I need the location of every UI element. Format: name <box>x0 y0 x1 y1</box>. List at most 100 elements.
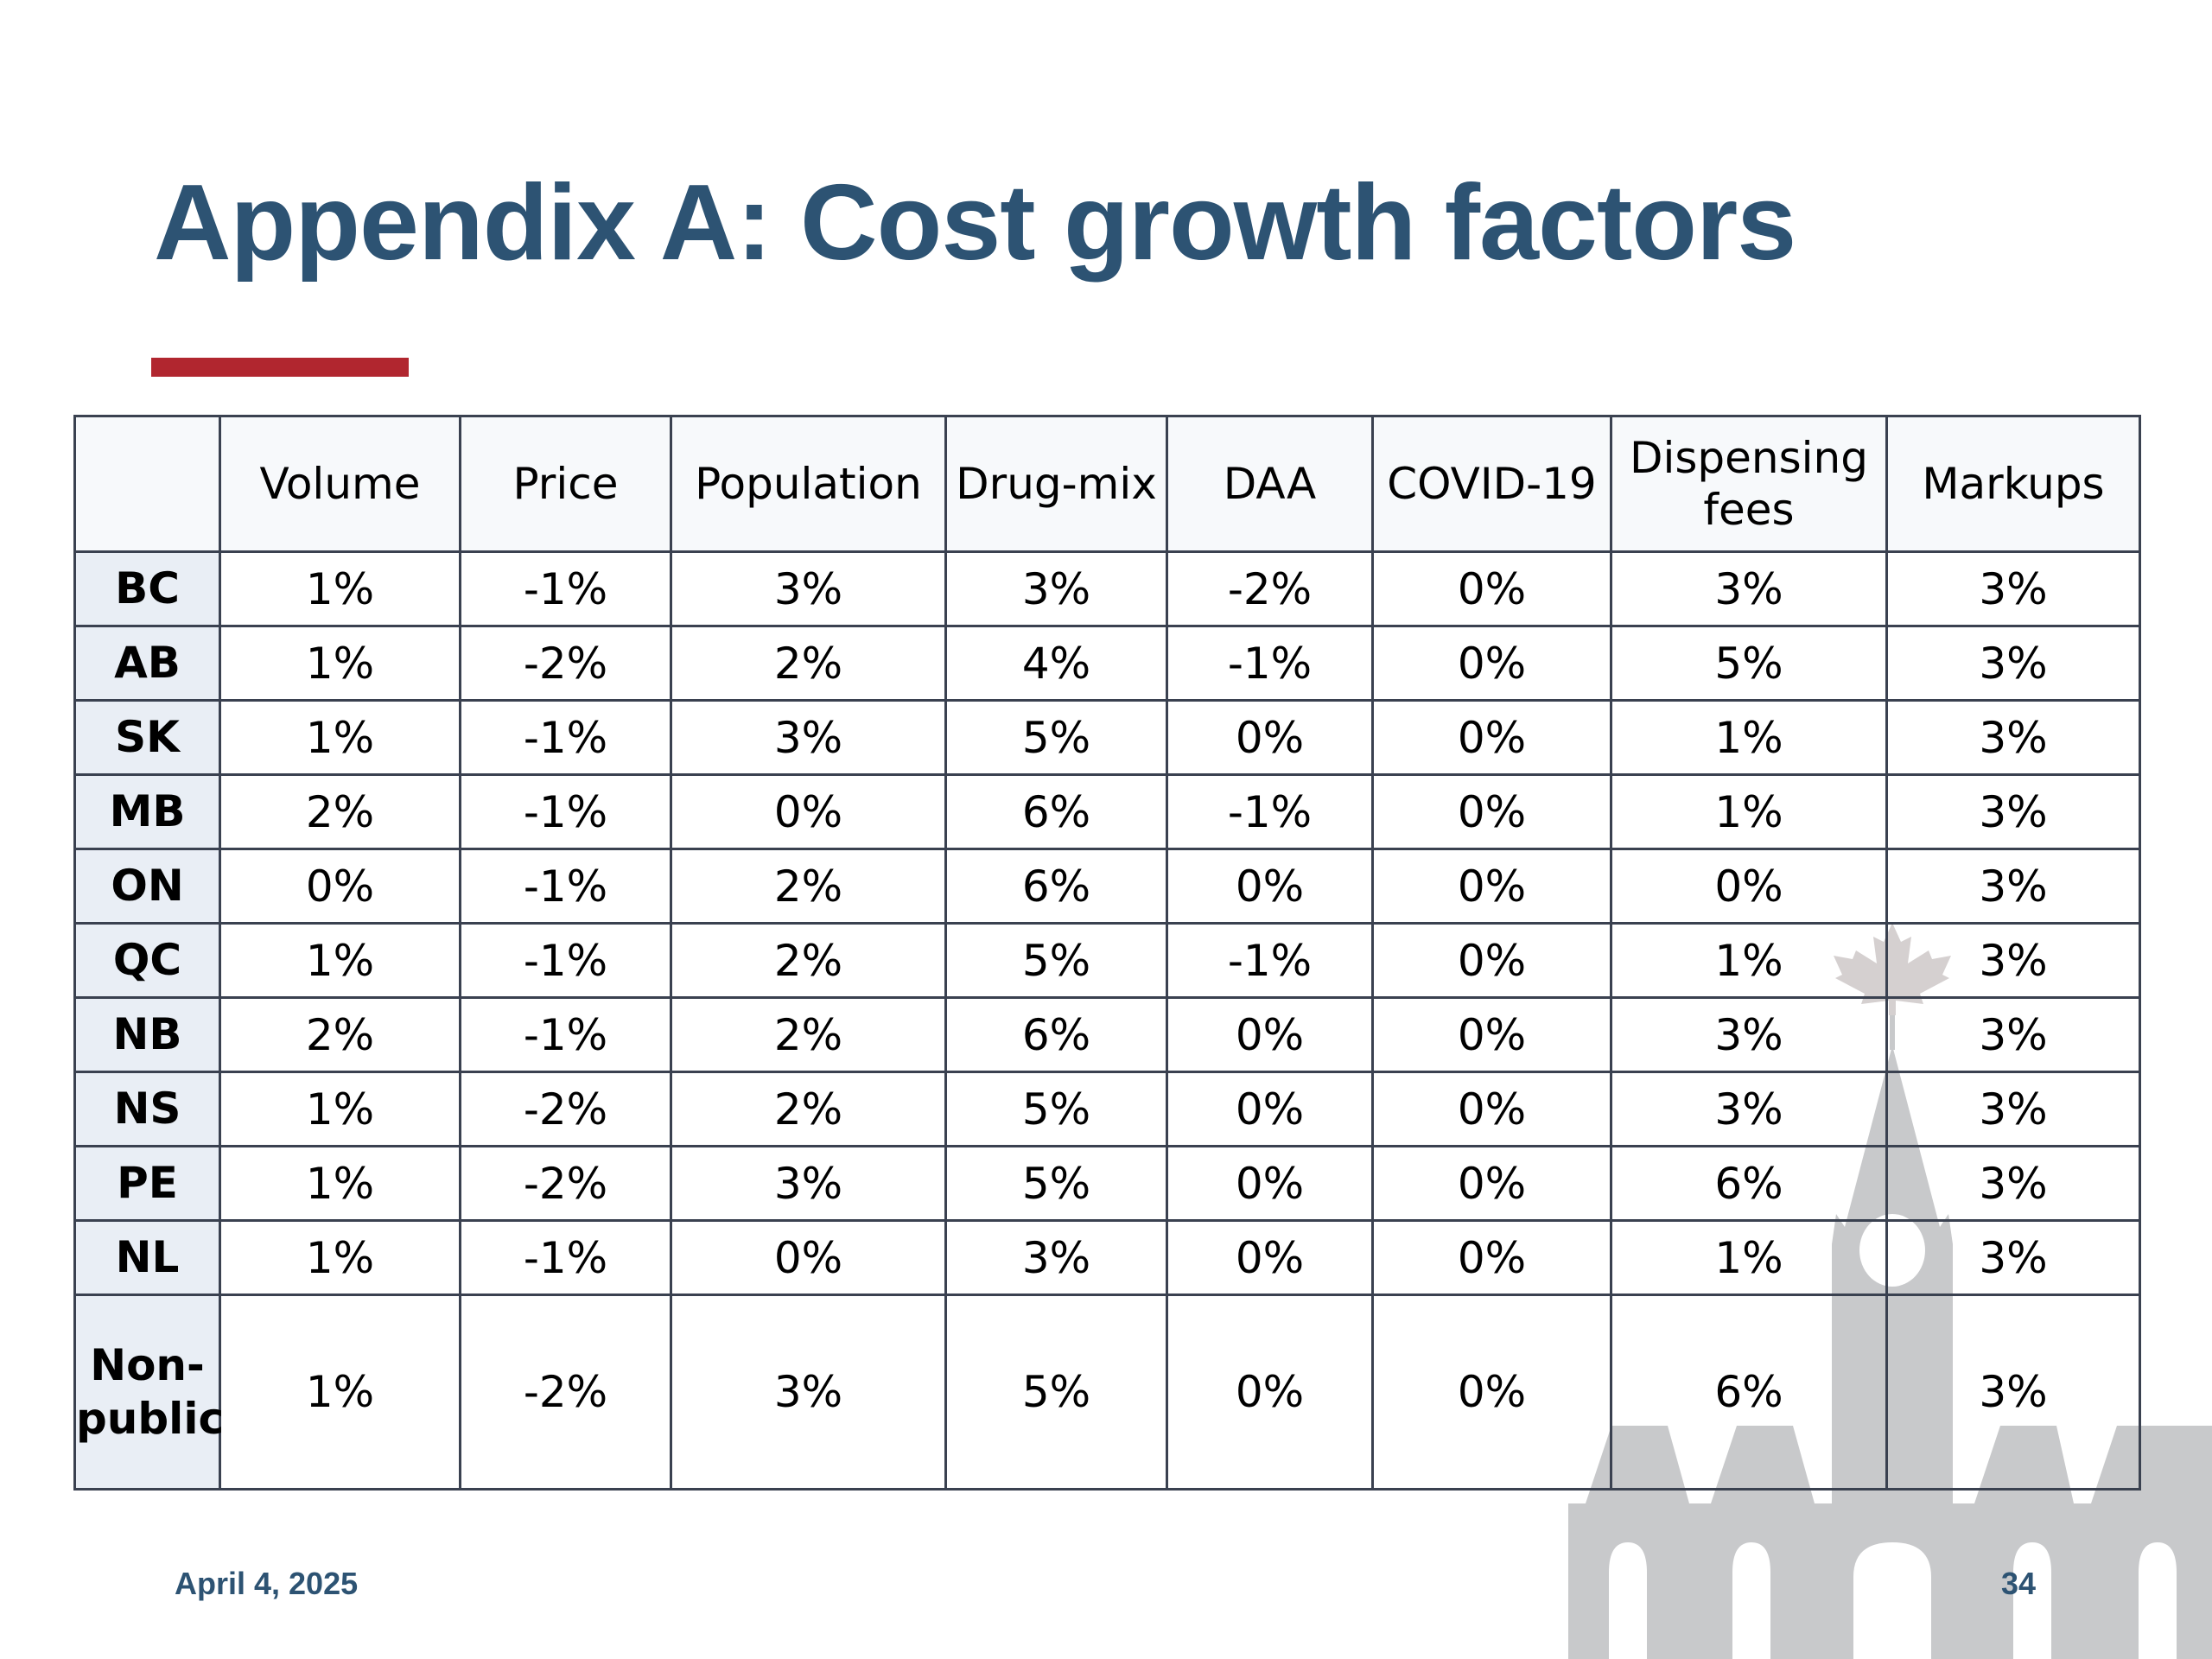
table-cell: 5% <box>944 922 1168 999</box>
table-cell: 3% <box>1885 848 2141 925</box>
table-cell: 1% <box>219 1071 461 1147</box>
table-cell: 2% <box>670 1071 947 1147</box>
table-cell: -1% <box>459 773 672 850</box>
row-label: NL <box>73 1219 221 1296</box>
cost-growth-factors-table: Volume Price Population Drug-mix DAA COV… <box>73 415 2141 1491</box>
row-label: NS <box>73 1071 221 1147</box>
table-cell: 0% <box>1371 1145 1612 1222</box>
table-row: SK 1% -1% 3% 5% 0% 0% 1% 3% <box>73 699 2141 776</box>
table-cell: 1% <box>219 699 461 776</box>
table-cell: 0% <box>1371 699 1612 776</box>
table-cell: 5% <box>944 1071 1168 1147</box>
table-cell: 0% <box>1371 922 1612 999</box>
table-cell: 0% <box>1371 996 1612 1073</box>
table-cell: -1% <box>459 699 672 776</box>
table-cell: 0% <box>1166 1071 1374 1147</box>
table-cell: 3% <box>944 1219 1168 1296</box>
column-header-corner <box>73 415 221 553</box>
table-cell: 3% <box>1885 996 2141 1073</box>
table-cell: 0% <box>1166 996 1374 1073</box>
table-cell: 3% <box>1885 625 2141 702</box>
row-label: Non-public <box>73 1294 224 1491</box>
table-cell: 3% <box>1885 773 2141 850</box>
table-cell: 4% <box>944 625 1168 702</box>
table-cell: 3% <box>1885 1294 2141 1491</box>
table-cell: 1% <box>1610 699 1888 776</box>
table-cell: -2% <box>459 1071 672 1147</box>
column-header-drug-mix: Drug-mix <box>944 415 1168 553</box>
table-cell: 2% <box>670 848 947 925</box>
table-cell: -2% <box>459 1294 672 1491</box>
column-header-dispensing-fees: Dispensing fees <box>1610 415 1888 553</box>
table-cell: 3% <box>670 550 947 627</box>
table-cell: 3% <box>670 1294 947 1491</box>
table-cell: 0% <box>1166 1294 1374 1491</box>
table-cell: 3% <box>1885 922 2141 999</box>
table-cell: 1% <box>219 922 461 999</box>
row-label: SK <box>73 699 221 776</box>
table-cell: 3% <box>944 550 1168 627</box>
table-cell: 5% <box>944 699 1168 776</box>
column-header-volume: Volume <box>219 415 461 553</box>
table-cell: 0% <box>219 848 461 925</box>
header-row: Volume Price Population Drug-mix DAA COV… <box>73 415 2141 553</box>
row-label: AB <box>73 625 221 702</box>
column-header-daa: DAA <box>1166 415 1374 553</box>
table-cell: 6% <box>944 996 1168 1073</box>
title-accent-rule <box>151 358 409 377</box>
row-label: PE <box>73 1145 221 1222</box>
table-cell: 2% <box>219 773 461 850</box>
footer-date: April 4, 2025 <box>175 1566 359 1601</box>
table-cell: -1% <box>1166 922 1374 999</box>
table-row: NB 2% -1% 2% 6% 0% 0% 3% 3% <box>73 996 2141 1073</box>
table-cell: 6% <box>944 773 1168 850</box>
table-cell: 1% <box>1610 773 1888 850</box>
table-cell: 5% <box>944 1145 1168 1222</box>
column-header-covid-19: COVID-19 <box>1371 415 1612 553</box>
table-cell: 0% <box>1610 848 1888 925</box>
table-cell: 1% <box>1610 1219 1888 1296</box>
table-cell: 1% <box>219 1145 461 1222</box>
table-cell: 3% <box>670 1145 947 1222</box>
table-cell: 3% <box>1885 550 2141 627</box>
table-cell: -2% <box>459 1145 672 1222</box>
table-row: MB 2% -1% 0% 6% -1% 0% 1% 3% <box>73 773 2141 850</box>
table-cell: 3% <box>1885 1071 2141 1147</box>
table-cell: -1% <box>459 996 672 1073</box>
table-cell: 0% <box>1371 1294 1612 1491</box>
table-cell: -1% <box>459 550 672 627</box>
table-cell: 0% <box>670 1219 947 1296</box>
row-label: MB <box>73 773 221 850</box>
table-cell: -1% <box>1166 625 1374 702</box>
table-row: PE 1% -2% 3% 5% 0% 0% 6% 3% <box>73 1145 2141 1222</box>
table-cell: 3% <box>1610 550 1888 627</box>
table-cell: 2% <box>670 922 947 999</box>
table-cell: 2% <box>670 996 947 1073</box>
table-cell: 5% <box>1610 625 1888 702</box>
table-cell: -1% <box>459 848 672 925</box>
table-cell: 0% <box>1371 773 1612 850</box>
table-row: BC 1% -1% 3% 3% -2% 0% 3% 3% <box>73 550 2141 627</box>
table-cell: 0% <box>1166 848 1374 925</box>
slide-title: Appendix A: Cost growth factors <box>154 163 1796 283</box>
table-cell: -2% <box>459 625 672 702</box>
table-cell: 0% <box>1371 625 1612 702</box>
table-cell: 3% <box>1610 1071 1888 1147</box>
table-cell: 0% <box>670 773 947 850</box>
page-number: 34 <box>2001 1566 2037 1601</box>
table-cell: 2% <box>219 996 461 1073</box>
table-row: Non-public 1% -2% 3% 5% 0% 0% 6% 3% <box>73 1294 2141 1491</box>
table-cell: 3% <box>1885 699 2141 776</box>
table-cell: 3% <box>1885 1219 2141 1296</box>
table-row: QC 1% -1% 2% 5% -1% 0% 1% 3% <box>73 922 2141 999</box>
table-cell: 6% <box>944 848 1168 925</box>
table-cell: 1% <box>219 1294 461 1491</box>
table-cell: 0% <box>1166 1145 1374 1222</box>
table-cell: 1% <box>219 625 461 702</box>
table-cell: -1% <box>459 922 672 999</box>
table-cell: 1% <box>219 1219 461 1296</box>
table-cell: -2% <box>1166 550 1374 627</box>
table-row: NL 1% -1% 0% 3% 0% 0% 1% 3% <box>73 1219 2141 1296</box>
table-cell: 1% <box>219 550 461 627</box>
table-cell: 0% <box>1371 848 1612 925</box>
